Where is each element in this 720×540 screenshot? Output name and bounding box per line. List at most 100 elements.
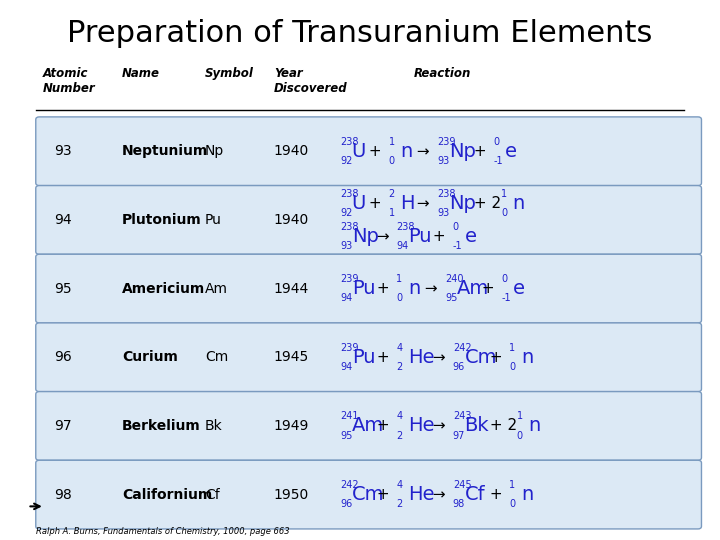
Text: 4: 4 bbox=[397, 480, 402, 490]
Text: 2: 2 bbox=[397, 430, 402, 441]
Text: Cm: Cm bbox=[352, 485, 384, 504]
Text: 242: 242 bbox=[340, 480, 359, 490]
Text: 1950: 1950 bbox=[274, 488, 309, 502]
Text: Np: Np bbox=[204, 144, 224, 158]
Text: 238: 238 bbox=[340, 137, 359, 146]
FancyBboxPatch shape bbox=[36, 117, 701, 186]
Text: +: + bbox=[372, 281, 395, 296]
Text: n: n bbox=[400, 141, 413, 161]
Text: Year
Discovered: Year Discovered bbox=[274, 67, 347, 95]
Text: 95: 95 bbox=[55, 281, 72, 295]
Text: +: + bbox=[364, 144, 387, 159]
Text: U: U bbox=[352, 141, 366, 161]
FancyBboxPatch shape bbox=[36, 460, 701, 529]
Text: 96: 96 bbox=[453, 362, 465, 372]
Text: 1: 1 bbox=[517, 411, 523, 421]
Text: →: → bbox=[428, 350, 451, 364]
Text: 4: 4 bbox=[397, 342, 402, 353]
Text: 94: 94 bbox=[340, 293, 352, 303]
Text: 240: 240 bbox=[445, 274, 464, 284]
Text: n: n bbox=[513, 194, 525, 213]
Text: Cf: Cf bbox=[464, 485, 485, 504]
Text: 94: 94 bbox=[397, 241, 409, 251]
Text: Plutonium: Plutonium bbox=[122, 213, 202, 227]
Text: Am: Am bbox=[204, 281, 228, 295]
Text: 1: 1 bbox=[501, 189, 507, 199]
Text: +: + bbox=[477, 281, 499, 296]
Text: U: U bbox=[352, 194, 366, 213]
Text: e: e bbox=[505, 141, 517, 161]
Text: Americium: Americium bbox=[122, 281, 205, 295]
Text: 94: 94 bbox=[340, 362, 352, 372]
Text: -1: -1 bbox=[501, 293, 511, 303]
Text: 242: 242 bbox=[453, 342, 472, 353]
Text: 1945: 1945 bbox=[274, 350, 309, 365]
Text: 1940: 1940 bbox=[274, 213, 309, 227]
Text: +: + bbox=[485, 350, 507, 364]
Text: →: → bbox=[372, 229, 395, 244]
Text: He: He bbox=[408, 348, 435, 367]
Text: 92: 92 bbox=[340, 208, 352, 218]
Text: 239: 239 bbox=[437, 137, 456, 146]
FancyBboxPatch shape bbox=[36, 254, 701, 323]
Text: Berkelium: Berkelium bbox=[122, 419, 201, 433]
Text: e: e bbox=[464, 227, 477, 246]
Text: Symbol: Symbol bbox=[204, 67, 253, 80]
Text: 93: 93 bbox=[437, 208, 449, 218]
Text: Atomic
Number: Atomic Number bbox=[42, 67, 95, 95]
Text: →: → bbox=[420, 281, 443, 296]
Text: 0: 0 bbox=[453, 222, 459, 232]
Text: Am: Am bbox=[352, 416, 384, 435]
Text: 98: 98 bbox=[55, 488, 72, 502]
Text: +: + bbox=[428, 229, 451, 244]
Text: 0: 0 bbox=[493, 137, 500, 146]
Text: 2: 2 bbox=[397, 362, 402, 372]
Text: Cm: Cm bbox=[464, 348, 497, 367]
Text: 239: 239 bbox=[340, 342, 359, 353]
Text: 243: 243 bbox=[453, 411, 472, 421]
Text: Pu: Pu bbox=[204, 213, 222, 227]
Text: →: → bbox=[413, 144, 435, 159]
Text: Pu: Pu bbox=[352, 279, 375, 298]
Text: Am: Am bbox=[456, 279, 489, 298]
Text: 95: 95 bbox=[340, 430, 352, 441]
Text: 0: 0 bbox=[397, 293, 402, 303]
Text: 0: 0 bbox=[501, 274, 508, 284]
Text: 93: 93 bbox=[437, 156, 449, 166]
Text: 245: 245 bbox=[453, 480, 472, 490]
Text: Cf: Cf bbox=[204, 488, 220, 502]
Text: 0: 0 bbox=[517, 430, 523, 441]
Text: 93: 93 bbox=[340, 241, 352, 251]
Text: 1: 1 bbox=[509, 480, 516, 490]
Text: 238: 238 bbox=[437, 189, 456, 199]
Text: e: e bbox=[513, 279, 525, 298]
Text: -1: -1 bbox=[453, 241, 462, 251]
Text: Ralph A. Burns, Fundamentals of Chemistry, 1000, page 663: Ralph A. Burns, Fundamentals of Chemistr… bbox=[36, 527, 289, 536]
Text: 2: 2 bbox=[389, 189, 395, 199]
Text: +: + bbox=[364, 196, 387, 211]
Text: +: + bbox=[372, 487, 395, 502]
Text: 97: 97 bbox=[453, 430, 465, 441]
Text: 98: 98 bbox=[453, 500, 465, 509]
Text: +: + bbox=[372, 350, 395, 364]
Text: 1: 1 bbox=[397, 274, 402, 284]
FancyBboxPatch shape bbox=[36, 323, 701, 391]
Text: -1: -1 bbox=[493, 156, 503, 166]
FancyBboxPatch shape bbox=[36, 392, 701, 460]
Text: 1: 1 bbox=[389, 137, 395, 146]
Text: n: n bbox=[521, 348, 534, 367]
Text: Preparation of Transuranium Elements: Preparation of Transuranium Elements bbox=[67, 18, 653, 48]
Text: 1944: 1944 bbox=[274, 281, 309, 295]
Text: 0: 0 bbox=[501, 208, 507, 218]
Text: 4: 4 bbox=[397, 411, 402, 421]
Text: n: n bbox=[408, 279, 420, 298]
Text: Pu: Pu bbox=[352, 348, 375, 367]
Text: 1: 1 bbox=[509, 342, 516, 353]
Text: 1: 1 bbox=[389, 208, 395, 218]
Text: H: H bbox=[400, 194, 415, 213]
Text: 1940: 1940 bbox=[274, 144, 309, 158]
Text: 94: 94 bbox=[55, 213, 72, 227]
Text: 96: 96 bbox=[340, 500, 352, 509]
Text: 0: 0 bbox=[389, 156, 395, 166]
Text: +: + bbox=[372, 418, 395, 434]
